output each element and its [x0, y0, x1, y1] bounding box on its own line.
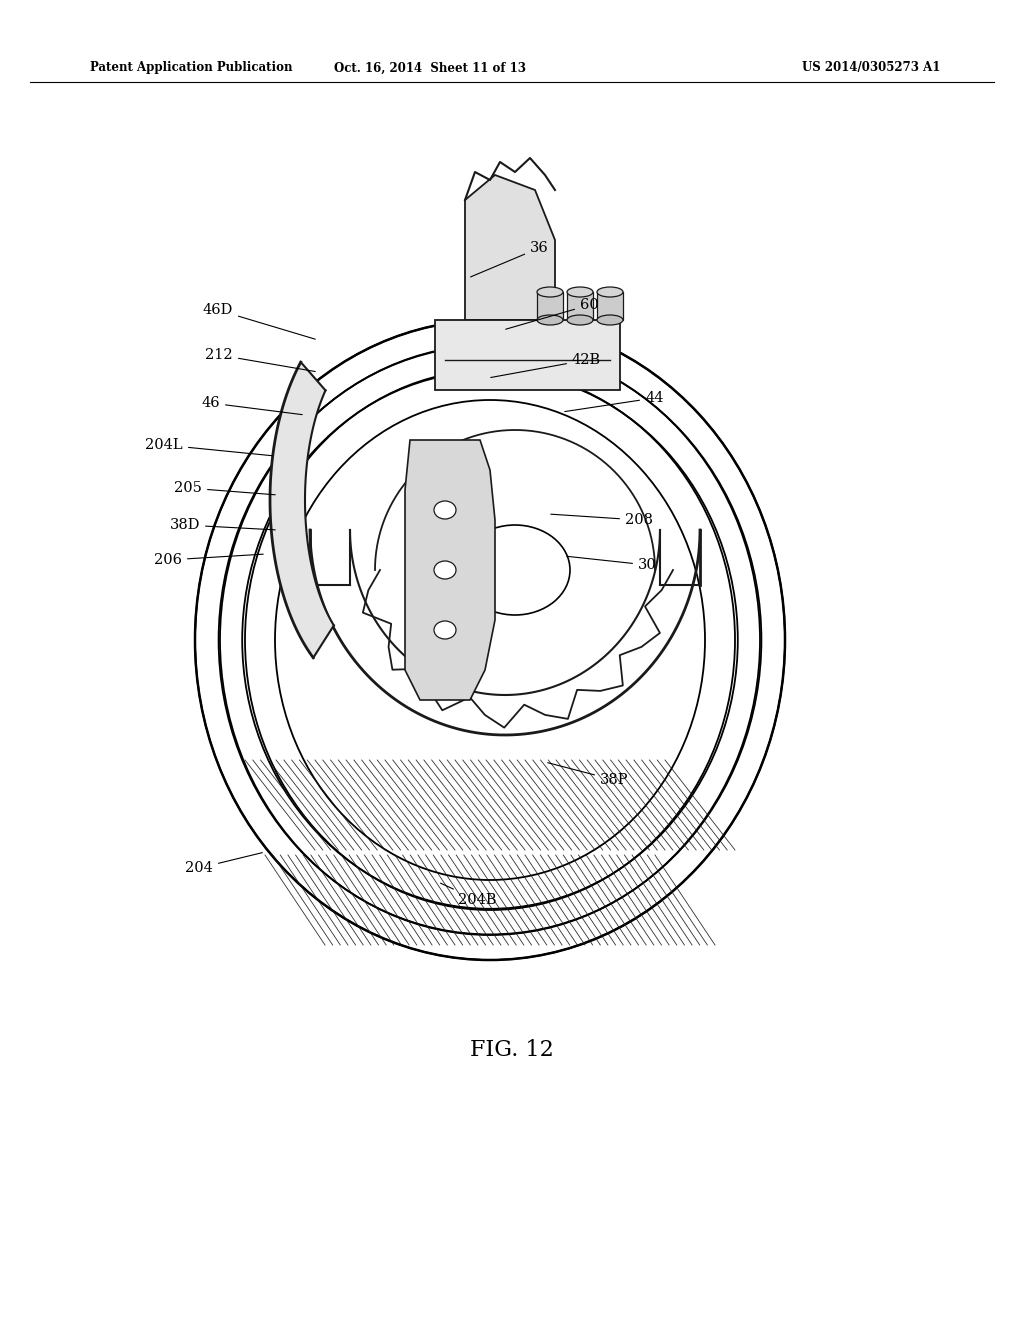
- Ellipse shape: [567, 315, 593, 325]
- Text: 38D: 38D: [170, 517, 275, 532]
- Ellipse shape: [537, 286, 563, 297]
- Ellipse shape: [567, 286, 593, 297]
- Text: 206: 206: [154, 553, 263, 568]
- Ellipse shape: [434, 620, 456, 639]
- Bar: [567, 292, 593, 319]
- Ellipse shape: [597, 286, 623, 297]
- Text: Oct. 16, 2014  Sheet 11 of 13: Oct. 16, 2014 Sheet 11 of 13: [334, 62, 526, 74]
- Text: 36: 36: [471, 242, 549, 277]
- Polygon shape: [465, 176, 555, 319]
- Text: 204B: 204B: [440, 883, 497, 907]
- Text: 60: 60: [506, 298, 599, 329]
- Bar: [597, 292, 623, 319]
- Ellipse shape: [434, 561, 456, 579]
- Polygon shape: [270, 362, 334, 657]
- Ellipse shape: [597, 315, 623, 325]
- Text: FIG. 12: FIG. 12: [470, 1039, 554, 1061]
- Polygon shape: [406, 440, 495, 700]
- Text: 205: 205: [174, 480, 275, 495]
- Text: 212: 212: [206, 348, 315, 371]
- Text: 38P: 38P: [548, 763, 629, 787]
- Text: 204L: 204L: [145, 438, 272, 455]
- Text: US 2014/0305273 A1: US 2014/0305273 A1: [802, 62, 940, 74]
- Text: 208: 208: [551, 513, 653, 527]
- Text: 204: 204: [185, 853, 262, 875]
- Text: 44: 44: [565, 391, 664, 412]
- Ellipse shape: [434, 502, 456, 519]
- Ellipse shape: [537, 315, 563, 325]
- Polygon shape: [435, 319, 620, 389]
- Text: 46D: 46D: [203, 304, 315, 339]
- Text: 42B: 42B: [490, 352, 601, 378]
- Bar: [537, 292, 563, 319]
- Text: 30: 30: [566, 556, 656, 572]
- Text: 46: 46: [202, 396, 302, 414]
- Text: Patent Application Publication: Patent Application Publication: [90, 62, 293, 74]
